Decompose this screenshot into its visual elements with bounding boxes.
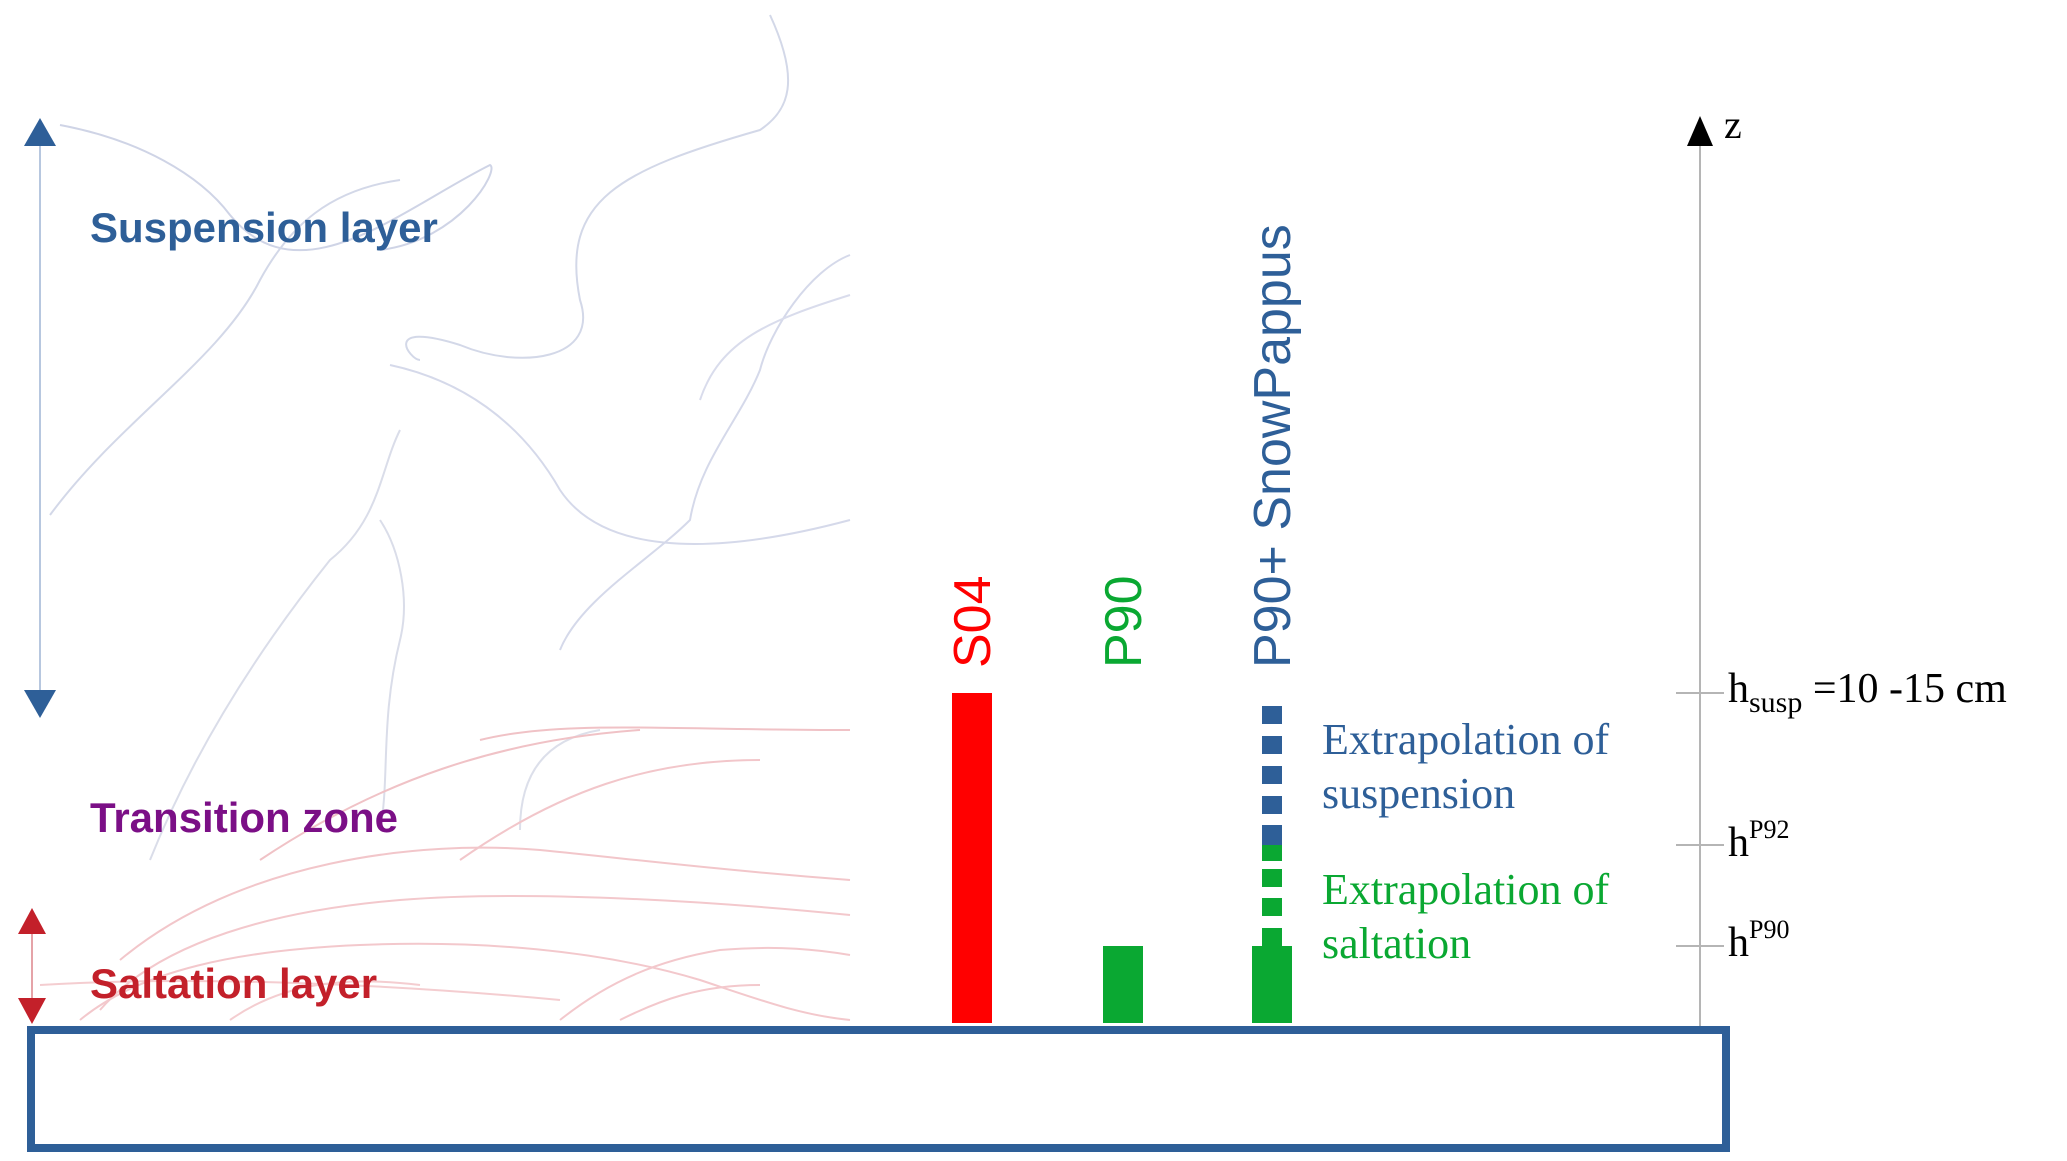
saltation-dash xyxy=(1262,928,1282,946)
arrow-up-icon xyxy=(24,118,56,146)
saltation-trajectory-1 xyxy=(99,894,851,1011)
suspension-dash xyxy=(1262,736,1282,754)
arrow-up-icon xyxy=(18,908,46,934)
extrapolation-suspension-annotation: Extrapolation of suspension xyxy=(1322,715,1620,818)
suspension-trajectory-5 xyxy=(559,254,851,651)
saltation-trajectory-5 xyxy=(39,979,561,1001)
extrapolation-suspension-line2: suspension xyxy=(1322,769,1515,818)
transition-trajectory-2 xyxy=(259,729,641,861)
suspension-trajectory-7 xyxy=(149,429,401,861)
suspension-trajectory-3 xyxy=(405,14,790,361)
h-p92-sup: P92 xyxy=(1749,815,1789,844)
arrow-down-icon xyxy=(18,998,46,1024)
h-p92-base: h xyxy=(1728,820,1749,866)
transition-trajectory-4 xyxy=(119,846,851,961)
h-susp-sub: susp xyxy=(1749,686,1802,719)
transition-trajectory-1 xyxy=(479,726,851,741)
suspension-extent-arrow xyxy=(24,118,56,718)
p90-snowpappus-label: P90+ SnowPappus xyxy=(1244,224,1302,668)
h-p92-label: hP92 xyxy=(1728,815,1789,866)
z-axis-label: z xyxy=(1724,102,1742,147)
transition-zone-label: Transition zone xyxy=(90,794,398,841)
p90-snowpappus-saltation-bar xyxy=(1252,946,1292,1023)
suspension-trajectory-1 xyxy=(59,124,493,252)
z-axis: z xyxy=(1676,102,1742,1026)
h-p90-base: h xyxy=(1728,920,1749,966)
suspension-dash xyxy=(1262,706,1282,724)
saltation-trajectory-4 xyxy=(619,984,761,1021)
h-susp-suffix: =10 -15 cm xyxy=(1802,666,2007,712)
saltation-dash xyxy=(1262,869,1282,887)
s04-bar xyxy=(952,693,992,1023)
s04-label: S04 xyxy=(944,575,1002,668)
h-susp-label: hsusp =10 -15 cm xyxy=(1728,666,2007,719)
scheme-s04: S04 xyxy=(944,575,1002,1023)
saltation-extent-arrow xyxy=(18,908,46,1024)
extrapolation-saltation-annotation: Extrapolation of saltation xyxy=(1322,865,1620,968)
extrapolation-saltation-dashes xyxy=(1262,845,1282,946)
saltation-trajectory-2 xyxy=(79,942,851,1021)
suspension-trajectory-8 xyxy=(379,519,405,831)
snowpack-ground xyxy=(27,1026,1730,1152)
axis-arrow-up-icon xyxy=(1687,116,1713,146)
p90-label: P90 xyxy=(1095,575,1153,668)
saltation-dash xyxy=(1262,845,1282,861)
saltation-trajectory-3 xyxy=(559,946,851,1021)
h-p90-sup: P90 xyxy=(1749,915,1789,944)
extrapolation-saltation-line1: Extrapolation of xyxy=(1322,865,1609,914)
suspension-layer-label: Suspension layer xyxy=(90,204,438,251)
p90-bar xyxy=(1103,946,1143,1023)
scheme-p90: P90 xyxy=(1095,575,1153,1023)
suspension-trajectory-4 xyxy=(389,364,851,545)
saltation-trajectory-6 xyxy=(229,980,421,1021)
h-p90-label: hP90 xyxy=(1728,915,1789,966)
suspension-trajectory-2 xyxy=(49,179,401,516)
suspension-trajectory-6 xyxy=(699,294,851,401)
saltation-dash xyxy=(1262,898,1282,916)
particle-trajectories xyxy=(39,14,851,1021)
suspension-dash xyxy=(1262,766,1282,784)
scheme-p90-snowpappus: P90+ SnowPappus xyxy=(1244,224,1302,1023)
suspension-dash xyxy=(1262,796,1282,814)
saltation-layer-label: Saltation layer xyxy=(90,960,377,1007)
suspension-trajectory-9 xyxy=(519,729,601,831)
suspension-dash xyxy=(1262,825,1282,845)
arrow-down-icon xyxy=(24,690,56,718)
extrapolation-saltation-line2: saltation xyxy=(1322,919,1471,968)
extrapolation-suspension-dashes xyxy=(1262,706,1282,845)
extrapolation-suspension-line1: Extrapolation of xyxy=(1322,715,1609,764)
h-susp-base: h xyxy=(1728,666,1749,712)
transition-trajectory-3 xyxy=(459,759,761,861)
